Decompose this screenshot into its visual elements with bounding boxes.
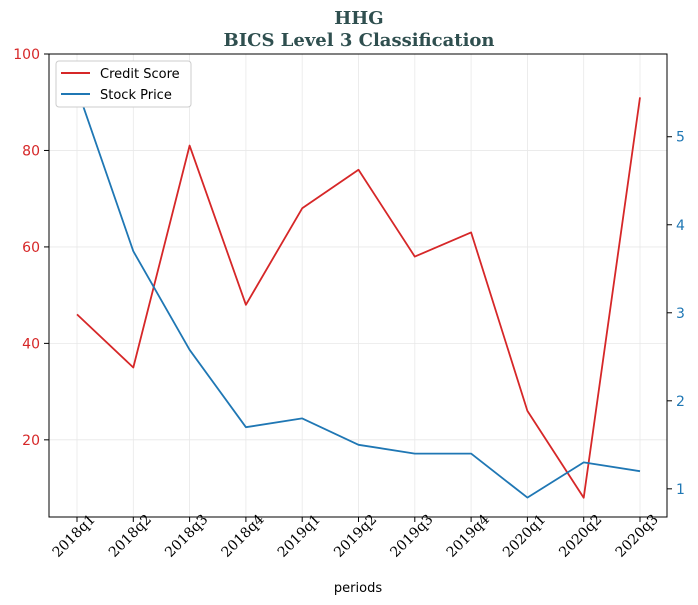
x-axis: 2018q1 2018q2 2018q3 2018q4 2019q1 2019q2 2019…	[50, 512, 662, 561]
right-y-tick-label: 2	[676, 394, 685, 410]
x-tick-label: 2019q2	[331, 512, 380, 561]
left-y-tick-label: 100	[13, 47, 40, 63]
x-tick-label: 2018q3	[162, 512, 211, 561]
plot-frame	[48, 53, 668, 518]
x-tick-label: 2019q1	[275, 512, 324, 561]
right-y-tick-label: 3	[676, 306, 685, 322]
series-layer	[76, 88, 641, 499]
right-y-tick-label: 1	[676, 482, 685, 498]
x-tick-label: 2018q2	[106, 512, 155, 561]
left-axis: 20 40 60 80 100	[13, 47, 49, 449]
right-y-tick-label: 4	[676, 218, 685, 234]
x-tick-label: 2020q3	[613, 512, 662, 561]
x-tick-label: 2020q1	[500, 512, 549, 561]
right-axis: 1 2 3 4 5	[667, 130, 685, 498]
x-tick-label: 2018q1	[50, 512, 99, 561]
left-y-tick-label: 80	[22, 143, 40, 159]
left-y-tick-label: 60	[22, 240, 40, 256]
x-tick-label: 2019q4	[444, 512, 493, 561]
x-axis-label: periods	[334, 581, 382, 596]
series-line-stock-price	[76, 88, 641, 499]
left-y-tick-label: 40	[22, 336, 40, 352]
x-tick-label: 2020q2	[556, 512, 605, 561]
chart-title: HHG	[334, 8, 383, 29]
right-y-tick-label: 5	[676, 130, 685, 146]
legend: Credit Score Stock Price	[55, 60, 192, 108]
grid	[49, 53, 667, 517]
left-y-tick-label: 20	[22, 433, 40, 449]
x-tick-label: 2018q4	[218, 512, 267, 561]
series-line-credit-score	[76, 97, 641, 499]
legend-label-credit-score: Credit Score	[100, 67, 180, 82]
legend-label-stock-price: Stock Price	[100, 88, 172, 103]
chart-subtitle: BICS Level 3 Classification	[223, 30, 494, 51]
x-tick-label: 2019q3	[387, 512, 436, 561]
